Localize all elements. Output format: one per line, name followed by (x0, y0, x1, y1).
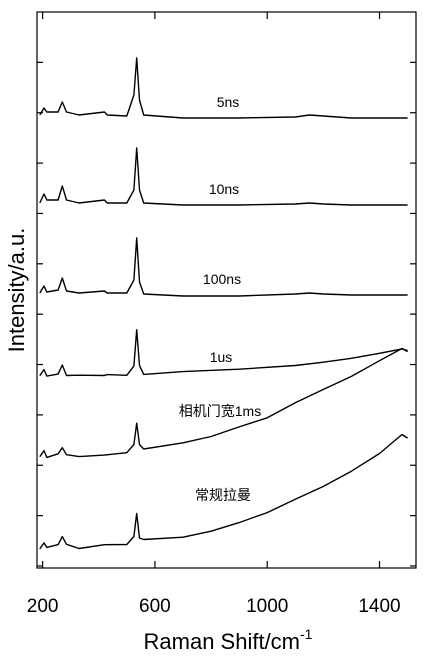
x-axis-title: Raman Shift/cm-1 (144, 626, 313, 654)
series-line (39, 57, 408, 119)
plot-frame (36, 11, 417, 569)
x-tick-labels: 200 600 1000 1400 (27, 596, 401, 617)
x-tick-label: 1000 (246, 596, 288, 617)
series-label: 相机门宽1ms (179, 403, 261, 419)
series-line (39, 237, 408, 297)
series-labels: 5ns 10ns 100ns 1us 相机门宽1ms 常规拉曼 (179, 94, 261, 503)
series-label: 10ns (209, 181, 239, 197)
x-tick-label: 200 (27, 596, 59, 617)
series-line (39, 329, 408, 377)
series-line (39, 347, 408, 459)
x-tick-label: 600 (139, 596, 171, 617)
series-line (39, 433, 408, 550)
series-label: 1us (210, 349, 233, 365)
x-tick-label: 1400 (358, 596, 400, 617)
y-ticks (37, 61, 416, 567)
series-label: 100ns (203, 271, 241, 287)
series-line (39, 147, 408, 206)
x-ticks (42, 12, 381, 568)
series-label: 常规拉曼 (195, 487, 251, 503)
series-lines (39, 57, 408, 550)
series-label: 5ns (217, 94, 240, 110)
y-axis-title: Intensity/a.u. (4, 228, 29, 353)
